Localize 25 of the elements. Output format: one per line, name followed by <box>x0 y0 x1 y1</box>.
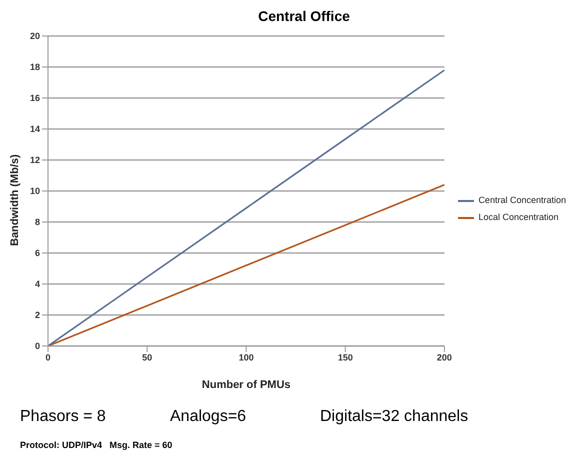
chart-title: Central Office <box>257 8 351 24</box>
y-tick-label: 16 <box>30 93 40 104</box>
y-tick-label: 0 <box>34 341 40 352</box>
y-tick-label: 12 <box>30 155 40 166</box>
y-tick-label: 20 <box>30 31 40 42</box>
y-tick-label: 10 <box>30 186 40 196</box>
text: Analogs=6 <box>170 408 248 426</box>
y-axis-title: Bandwidth (Mb/s) <box>8 154 21 246</box>
x-tick-label: 100 <box>238 352 254 362</box>
text: Digitals=32 channels <box>320 408 470 426</box>
x-tick-label: 150 <box>338 352 353 362</box>
text: Phasors = 8 <box>20 408 107 426</box>
legend-label: Central Concentration <box>478 195 566 206</box>
y-tick-label: 8 <box>34 217 40 228</box>
y-tick-label: 2 <box>34 310 40 320</box>
text: Protocol: UDP/IPv4 Msg. Rate = 60 <box>20 440 174 450</box>
y-tick-label: 18 <box>30 62 40 72</box>
y-tick-label: 4 <box>34 279 40 290</box>
x-tick-label: 200 <box>436 352 452 362</box>
y-tick-label: 6 <box>34 248 40 258</box>
y-tick-label: 14 <box>30 124 40 134</box>
x-tick-label: 50 <box>142 352 152 362</box>
legend-label: Local Concentration <box>478 212 558 222</box>
x-tick-label: 0 <box>45 352 51 362</box>
x-axis-title: Number of PMUs <box>202 379 291 391</box>
